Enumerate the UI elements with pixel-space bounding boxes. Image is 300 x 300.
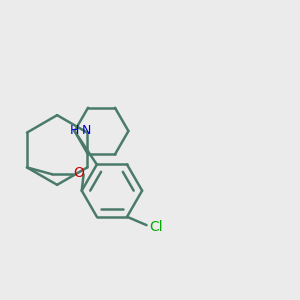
Text: O: O: [74, 167, 84, 181]
Text: Cl: Cl: [149, 220, 163, 235]
Text: N: N: [82, 124, 91, 137]
Text: H: H: [70, 124, 79, 137]
